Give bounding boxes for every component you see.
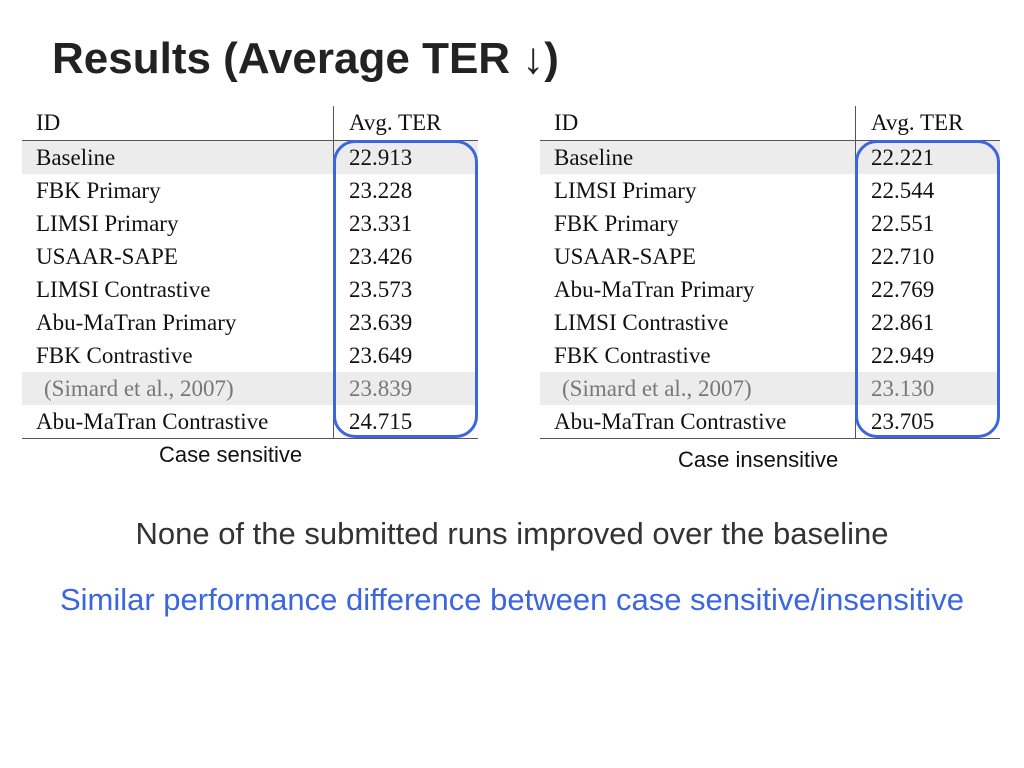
cell: 23.426 bbox=[349, 244, 413, 269]
cell: FBK Contrastive bbox=[554, 343, 711, 368]
cell: 23.649 bbox=[349, 343, 413, 368]
cell: 22.769 bbox=[871, 277, 935, 302]
caption: Case sensitive bbox=[159, 442, 303, 467]
table-row: Baseline 22.221 bbox=[540, 141, 1000, 174]
table: ID Avg. TER Baseline 22.221 LIMSI Primary 22.… bbox=[540, 106, 1000, 440]
cell: LIMSI Contrastive bbox=[36, 277, 211, 302]
cell: 22.913 bbox=[349, 145, 413, 170]
note: None of the submitted runs improved over… bbox=[135, 516, 889, 551]
table-row: LIMSI Contrastive 23.573 bbox=[22, 273, 478, 306]
table-row: LIMSI Contrastive 22.861 bbox=[540, 306, 1000, 339]
cell: Abu-MaTran Primary bbox=[36, 310, 237, 335]
table-row: Baseline 22.913 bbox=[22, 141, 478, 174]
table-row: FBK Primary 22.551 bbox=[540, 207, 1000, 240]
note: Similar performance difference between c… bbox=[59, 582, 965, 617]
cell: (Simard et al., 2007) bbox=[44, 376, 234, 401]
header-cell: Avg. TER bbox=[871, 110, 964, 135]
cell: Abu-MaTran Contrastive bbox=[36, 409, 269, 434]
table-row: FBK Primary 23.228 bbox=[22, 174, 478, 207]
table-row: (Simard et al., 2007) 23.839 bbox=[22, 372, 478, 405]
table-row: LIMSI Primary 22.544 bbox=[540, 174, 1000, 207]
table-row: FBK Contrastive 23.649 bbox=[22, 339, 478, 372]
rule bbox=[540, 140, 1000, 141]
cell: LIMSI Contrastive bbox=[554, 310, 729, 335]
rule bbox=[22, 438, 478, 439]
cell: 23.130 bbox=[871, 376, 935, 401]
cell: Abu-MaTran Contrastive bbox=[554, 409, 787, 434]
cell: 23.639 bbox=[349, 310, 413, 335]
cell: FBK Primary bbox=[554, 211, 679, 236]
cell: 23.705 bbox=[871, 409, 935, 434]
header-row: ID Avg. TER bbox=[22, 106, 478, 139]
table-row: (Simard et al., 2007) 23.130 bbox=[540, 372, 1000, 405]
cell: USAAR-SAPE bbox=[36, 244, 178, 269]
table-row: Abu-MaTran Primary 23.639 bbox=[22, 306, 478, 339]
cell: 22.221 bbox=[871, 145, 935, 170]
cell: Abu-MaTran Primary bbox=[554, 277, 755, 302]
table-row: FBK Contrastive 22.949 bbox=[540, 339, 1000, 372]
cell: Baseline bbox=[36, 145, 116, 170]
table-row: Abu-MaTran Contrastive 23.705 bbox=[540, 405, 1000, 438]
header-cell: ID bbox=[554, 110, 579, 135]
header-row: ID Avg. TER bbox=[540, 106, 1000, 139]
table: ID Avg. TER Baseline 22.913 FBK Primary 23.22… bbox=[22, 106, 478, 440]
cell: USAAR-SAPE bbox=[554, 244, 696, 269]
cell: 22.551 bbox=[871, 211, 935, 236]
cell: 23.573 bbox=[349, 277, 413, 302]
cell: 23.839 bbox=[349, 376, 413, 401]
cell: LIMSI Primary bbox=[554, 178, 697, 203]
cell: LIMSI Primary bbox=[36, 211, 179, 236]
header-cell: Avg. TER bbox=[349, 110, 442, 135]
highlight bbox=[855, 140, 1000, 438]
table-row: Abu-MaTran Primary 22.769 bbox=[540, 273, 1000, 306]
title: Results (Average TER ↓) bbox=[52, 34, 559, 83]
cell: 23.228 bbox=[349, 178, 413, 203]
cell: 24.715 bbox=[349, 409, 413, 434]
table-row: LIMSI Primary 23.331 bbox=[22, 207, 478, 240]
cell: FBK Primary bbox=[36, 178, 161, 203]
table-row: Abu-MaTran Contrastive 24.715 bbox=[22, 405, 478, 438]
header-cell: ID bbox=[36, 110, 61, 135]
cell: 23.331 bbox=[349, 211, 413, 236]
highlight bbox=[333, 140, 478, 438]
cell: 22.861 bbox=[871, 310, 935, 335]
cell: 22.949 bbox=[871, 343, 935, 368]
caption: Case insensitive bbox=[678, 447, 839, 472]
cell: (Simard et al., 2007) bbox=[562, 376, 752, 401]
cell: FBK Contrastive bbox=[36, 343, 193, 368]
cell: 22.544 bbox=[871, 178, 935, 203]
rule bbox=[540, 438, 1000, 439]
cell: 22.710 bbox=[871, 244, 935, 269]
cell: Baseline bbox=[554, 145, 634, 170]
table-row: USAAR-SAPE 23.426 bbox=[22, 240, 478, 273]
rule bbox=[22, 140, 478, 141]
table-row: USAAR-SAPE 22.710 bbox=[540, 240, 1000, 273]
